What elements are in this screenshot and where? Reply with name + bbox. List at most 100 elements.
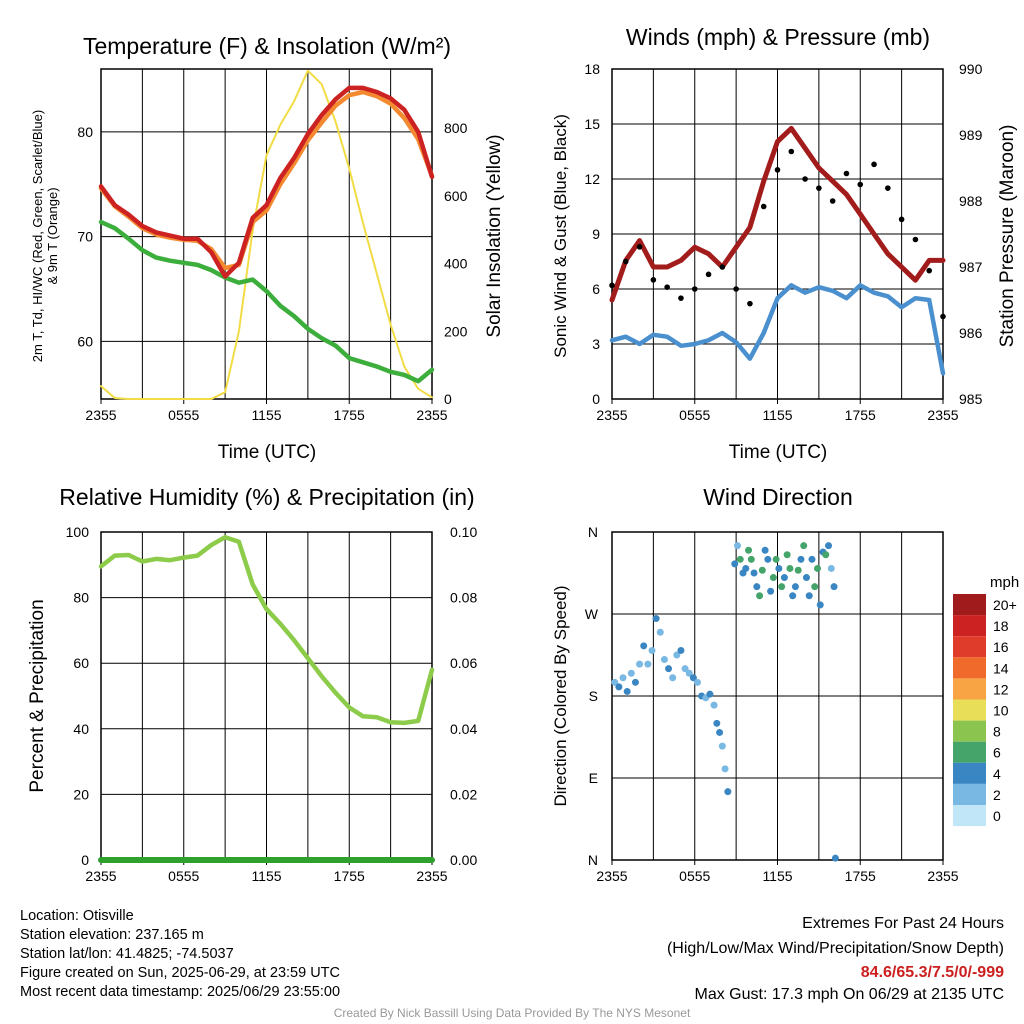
dir-ylabel: Direction (Colored By Speed) [551,585,570,806]
dir-ytick-label: N [588,852,598,868]
direction-point [742,564,750,572]
legend-swatch [953,615,986,637]
temp-xtick-label: 2355 [85,407,116,423]
legend-label: 8 [993,724,1001,740]
direction-point [677,646,685,654]
temp-series-dewpoint [98,219,435,384]
direction-point [778,583,786,591]
gust-point [940,313,946,320]
direction-point [797,555,805,563]
direction-point [794,566,802,574]
wind-ytick-label: 0 [592,391,600,407]
rh-xtick-label: 2355 [85,868,116,884]
dir-ytick-label: W [585,606,599,622]
direction-point [640,642,648,650]
direction-point [660,656,668,664]
temp-y2tick-label: 600 [444,188,468,204]
gust-point [650,277,657,283]
direction-point [791,583,799,591]
legend-swatch [953,762,986,784]
direction-point [731,560,739,568]
legend-title: mph [990,574,1019,591]
gust-point [678,295,684,301]
gust-point [898,216,905,223]
rh-y2tick-label: 0.04 [450,721,477,737]
wind-y2tick-label: 987 [959,259,983,275]
wind-xtick-label: 2355 [596,407,627,423]
legend-label: 14 [993,660,1009,676]
rh-y2tick-label: 0.10 [450,524,477,540]
speed-color-legend: mph 20+ 18 16 14 12 10 8 6 4 2 0 [953,574,1019,827]
direction-point [830,583,838,591]
extremes-subtitle: (High/Low/Max Wind/Precipitation/Snow De… [666,940,1004,957]
direction-point [764,555,772,563]
dir-xtick-label: 1155 [762,868,792,884]
gust-point [733,286,739,292]
gust-point [719,264,726,270]
wind-ytick-label: 6 [592,281,600,297]
direction-point [767,587,775,595]
legend-label: 6 [993,745,1001,761]
direction-point [706,690,714,698]
direction-point [724,788,732,796]
temp-xtick-label: 0555 [168,407,199,423]
direction-point [716,728,724,736]
wind-series-pressure [609,125,946,303]
direction-point [623,687,631,695]
direction-point [673,651,681,659]
gust-point [802,176,808,182]
extremes-title: Extremes For Past 24 Hours [802,915,1004,932]
direction-point [718,742,726,750]
rh-ytick-label: 40 [73,721,89,737]
wind-ytick-label: 12 [584,171,600,187]
dir-ytick-label: E [589,770,598,786]
gust-point [691,286,698,292]
direction-point [685,669,693,677]
rh-ytick-label: 80 [73,590,89,606]
direction-point [769,574,777,582]
direction-point [615,683,623,691]
direction-point [721,765,729,773]
wind-xtick-label: 0555 [679,407,710,423]
info-recent: Most recent data timestamp: 2025/06/29 2… [20,984,341,1000]
direction-point [665,665,673,673]
direction-point [656,628,664,636]
gust-point [760,203,767,210]
gust-point [774,167,781,173]
wind-y2tick-label: 985 [959,391,983,407]
direction-point [710,701,718,709]
legend-label: 0 [993,808,1001,824]
gust-point [705,271,712,278]
rh-ytick-label: 60 [73,655,89,671]
rh-ytick-label: 0 [81,852,89,868]
direction-point [786,564,794,572]
direction-point [756,592,764,600]
gust-point [788,148,795,155]
direction-point [681,665,689,673]
rh-xtick-label: 0555 [168,868,199,884]
legend-swatch [953,720,986,742]
direction-point [816,601,824,609]
direction-point [636,660,644,668]
wind-ytick-label: 9 [592,226,600,242]
max-gust: Max Gust: 17.3 mph On 06/29 at 2135 UTC [694,986,1005,1003]
temp-ytick-label: 60 [77,333,93,349]
rh-y2tick-label: 0.00 [450,852,477,868]
info-latlon: Station lat/lon: 41.4825; -74.5037 [20,946,234,962]
credit-line: Created By Nick Bassill Using Data Provi… [333,1006,691,1020]
dir-title: Wind Direction [703,484,853,510]
wind-y2tick-label: 990 [959,61,983,77]
direction-point [783,551,791,559]
legend-label: 10 [993,703,1009,719]
legend-swatch [953,636,986,658]
legend-swatch [953,805,986,827]
direction-point [758,566,766,574]
legend-swatch [953,783,986,805]
gust-point [636,244,643,250]
wind-xlabel: Time (UTC) [729,442,828,463]
dir-xtick-label: 1755 [845,868,876,884]
direction-point [827,564,835,572]
